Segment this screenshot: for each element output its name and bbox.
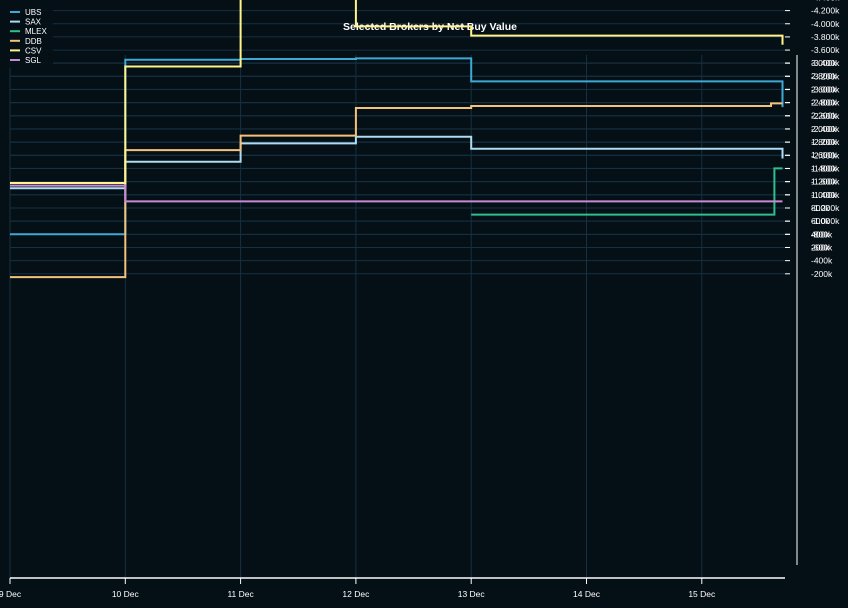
y-tick-label: -2.000k: [811, 150, 840, 160]
y-tick-label: -3.800k: [811, 32, 840, 42]
x-tick-label: 9 Dec: [0, 589, 22, 599]
y-tick-label: 2.200k: [811, 111, 837, 121]
y-tick-label: -1.000k: [811, 216, 840, 226]
y-tick-label: -3.600k: [811, 45, 840, 55]
y-tick-label: 2.600k: [811, 84, 837, 94]
y-tick-label: -2.200k: [811, 137, 840, 147]
legend-label-sgl: SGL: [25, 56, 42, 65]
y-tick-label: 1.800k: [811, 137, 837, 147]
y-tick-label: -2.800k: [811, 98, 840, 108]
legend-label-ddb: DDB: [25, 37, 42, 46]
legend-label-ubs: UBS: [25, 8, 41, 17]
axes: 3.000k 2.800k 2.600k 2.400k 2.200k 2.000k 1.80…: [0, 0, 840, 599]
series-line-mlex: [471, 167, 783, 216]
y-tick-label: -600k: [811, 242, 833, 252]
y-tick-label: -3.400k: [811, 58, 840, 68]
series-line-csv: [10, 0, 784, 184]
y-tick-label: 2.000k: [811, 124, 837, 134]
y-tick-label: -1.800k: [811, 164, 840, 174]
y-tick-label: 600k: [811, 216, 830, 226]
y-tick-label: 1.400k: [811, 163, 837, 173]
y-tick-label: -4.000k: [811, 19, 840, 29]
series-lines: [10, 0, 784, 279]
grid: [9, 10, 785, 578]
y-tick-label: 800k: [811, 203, 830, 213]
y-tick-label: -800k: [811, 229, 833, 239]
y-tick-label: 2.400k: [811, 98, 837, 108]
y-tick-label: -4.400k: [811, 0, 840, 2]
x-tick-label: 12 Dec: [342, 589, 370, 599]
y-tick-label: -1.600k: [811, 177, 840, 187]
y-tick-label: -3.200k: [811, 71, 840, 81]
legend-label-csv: CSV: [25, 46, 42, 55]
x-tick-label: 13 Dec: [458, 589, 486, 599]
y-tick-label: 200k: [811, 243, 830, 253]
y-tick-label: 1.200k: [811, 177, 837, 187]
y-tick-label: 3.000k: [811, 58, 837, 68]
y-tick-label: -1.200k: [811, 203, 840, 213]
y-tick-label: -2.600k: [811, 111, 840, 121]
y-tick-label: -3.000k: [811, 85, 840, 95]
x-tick-label: 11 Dec: [227, 589, 254, 599]
y-tick-label: -400k: [811, 256, 833, 266]
y-tick-label: -4.200k: [811, 6, 840, 16]
y-tick-label: 400k: [811, 229, 830, 239]
legend-box: [3, 4, 53, 68]
y-tick-label: -2.400k: [811, 124, 840, 134]
x-tick-label: 10 Dec: [112, 589, 140, 599]
y-tick-label: 1.000k: [811, 190, 837, 200]
legend-label-mlex: MLEX: [25, 27, 47, 36]
y-tick-label: -200k: [811, 269, 833, 279]
y-tick-label: -1.400k: [811, 190, 840, 200]
x-tick-label: 14 Dec: [573, 589, 601, 599]
series-line-sgl: [10, 184, 783, 203]
legend-label-sax: SAX: [25, 18, 42, 27]
y-tick-label: 1.600k: [811, 150, 837, 160]
y-tick-label: 2.800k: [811, 71, 837, 81]
x-tick-label: 15 Dec: [688, 589, 716, 599]
